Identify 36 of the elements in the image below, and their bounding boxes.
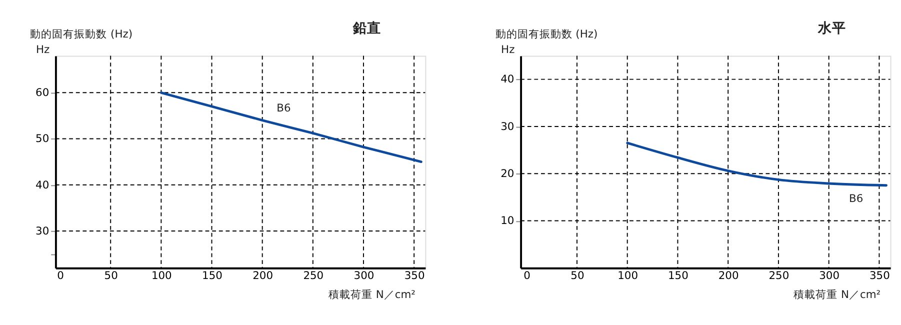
line-series: [160, 91, 422, 164]
x-tick-label: 350: [404, 269, 425, 282]
y-tick-label: 20: [500, 167, 514, 180]
y-tick-label: 50: [36, 132, 50, 146]
x-tick-label: 200: [718, 269, 739, 282]
x-tick-label: 0: [57, 269, 64, 282]
chart-title: 鉛直: [352, 20, 381, 36]
y-tick-label: 10: [500, 214, 514, 228]
x-tick-label: 100: [618, 269, 638, 282]
text: Hz: [36, 42, 50, 56]
y-axis-title: 動的固有振動数 (Hz): [495, 27, 598, 40]
x-tick-label: 100: [151, 269, 172, 282]
chart-title: 水平: [816, 20, 846, 36]
x-tick-label: 0: [524, 269, 531, 282]
x-tick-label: 200: [252, 269, 274, 282]
x-tick-label: 300: [354, 269, 374, 282]
x-tick-label: 150: [668, 269, 689, 282]
x-axis-title: 積載荷重 N／cm²: [328, 288, 416, 302]
y-tick-label: 60: [36, 86, 50, 100]
series-label: B6: [849, 192, 864, 205]
y-tick-label: 40: [36, 178, 50, 192]
series-label: B6: [276, 102, 291, 115]
x-tick-label: 250: [768, 269, 790, 282]
y-tick-label: 40: [500, 72, 514, 86]
x-axis-title: 積載荷重 N／cm²: [794, 288, 881, 302]
x-tick-label: 250: [303, 269, 324, 282]
y-axis-title: 動的固有振動数 (Hz): [30, 27, 133, 40]
x-tick-label: 50: [570, 269, 584, 282]
y-tick-label: 30: [500, 120, 514, 133]
x-tick-label: 150: [202, 269, 223, 282]
x-tick-label: 50: [104, 269, 118, 282]
y-tick-label: 30: [36, 224, 50, 238]
x-tick-label: 300: [819, 269, 840, 282]
text: Hz: [501, 42, 516, 56]
x-tick-label: 350: [870, 269, 890, 282]
line-series: [626, 142, 888, 187]
